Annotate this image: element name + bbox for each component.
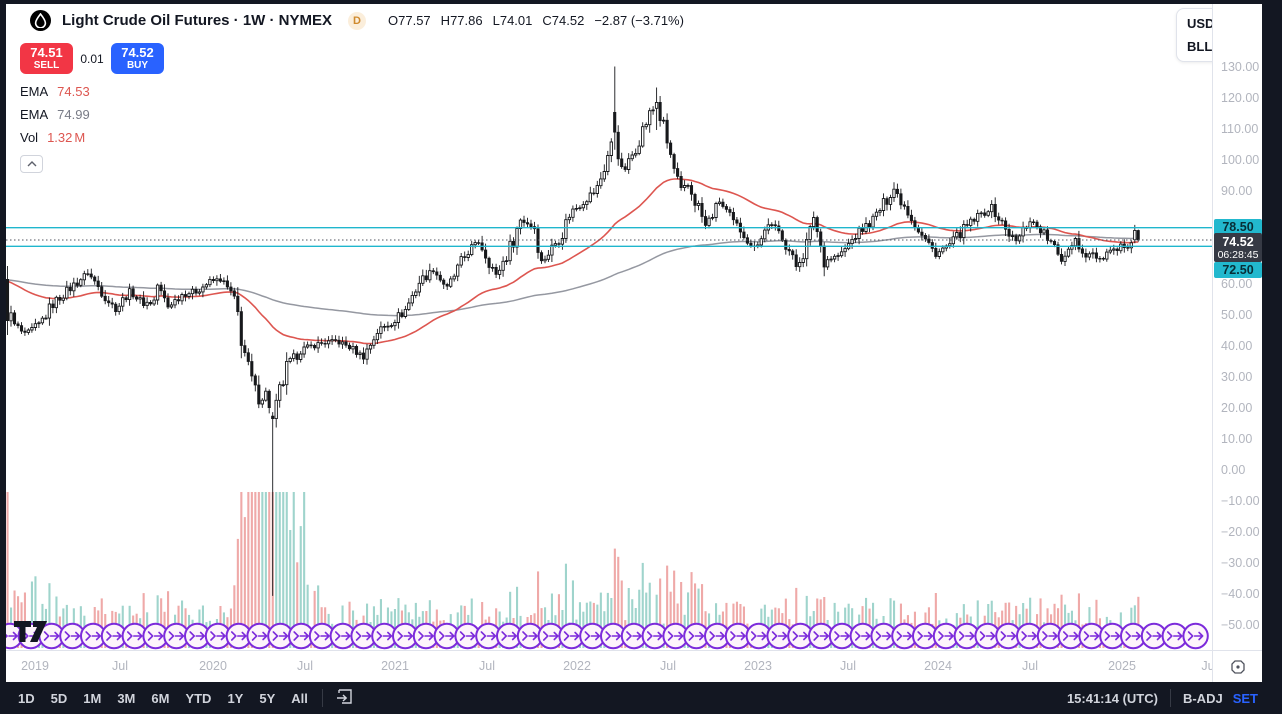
price-tick-label: 60.00	[1221, 277, 1253, 291]
horizontal-line-price-tag-upper: 78.50	[1214, 218, 1262, 235]
time-tick-label: Jul	[1022, 659, 1038, 673]
price-tick-label: 90.00	[1221, 184, 1253, 198]
sell-button[interactable]: 74.51 SELL	[20, 43, 73, 74]
time-tick-label: 2021	[381, 659, 409, 673]
bar-countdown: 06:28:45	[1217, 248, 1259, 261]
open-value: O77.57	[388, 13, 431, 28]
time-tick-label: Jul	[660, 659, 676, 673]
price-tick-label: 100.00	[1221, 153, 1260, 167]
time-tick-label: 2023	[744, 659, 772, 673]
clock[interactable]: 15:41:14 (UTC)	[1066, 690, 1158, 706]
range-buttons: 1D 5D 1M 3M 6M YTD 1Y 5Y All	[10, 687, 316, 710]
time-tick-label: Jul	[297, 659, 313, 673]
range-button-ytd[interactable]: YTD	[177, 687, 219, 710]
range-button-5d[interactable]: 5D	[43, 687, 76, 710]
data-mode-badge[interactable]: D	[348, 11, 366, 30]
range-button-5y[interactable]: 5Y	[251, 687, 283, 710]
range-button-1d[interactable]: 1D	[10, 687, 43, 710]
time-tick-label: 2020	[199, 659, 227, 673]
volume-value: 1.32 M	[47, 130, 86, 145]
price-tick-label: 20.00	[1221, 401, 1253, 415]
ema-fast-legend[interactable]: EMA 74.53	[20, 84, 90, 99]
price-tick-label: −10.00	[1221, 494, 1260, 508]
sell-price: 74.51	[30, 44, 63, 60]
crude-oil-symbol-logo-icon[interactable]	[30, 10, 51, 31]
price-tick-label: −40.00	[1221, 587, 1260, 601]
range-button-1y[interactable]: 1Y	[219, 687, 251, 710]
collapse-legend-button[interactable]	[20, 155, 43, 173]
scale-settings-icon	[1230, 659, 1245, 674]
spread-value: 0.01	[80, 51, 104, 66]
ema-slow-legend[interactable]: EMA 74.99	[20, 107, 90, 122]
time-tick-label: 2025	[1108, 659, 1136, 673]
price-tick-label: 30.00	[1221, 370, 1253, 384]
price-tick-label: −20.00	[1221, 525, 1260, 539]
current-price-tag: 74.52 06:28:45	[1214, 232, 1262, 262]
time-tick-label: 2022	[563, 659, 591, 673]
price-chart-canvas[interactable]	[6, 4, 1212, 650]
price-tick-label: 110.00	[1221, 122, 1259, 136]
price-tick-label: 0.00	[1221, 463, 1246, 477]
back-adjust-toggle[interactable]: B-ADJ	[1182, 690, 1223, 706]
chart-header: Light Crude Oil Futures · 1W · NYMEX D O…	[30, 10, 684, 31]
time-scale[interactable]: 2019 Jul 2020 Jul 2021 Jul 2022 Jul 2023 Jul 2024 J…	[6, 650, 1212, 682]
order-panel: 74.51 SELL 0.01 74.52 BUY	[20, 43, 164, 74]
toolbar-divider	[321, 689, 323, 707]
price-tick-label: −50.00	[1221, 618, 1260, 632]
price-scale[interactable]: 78.50 74.52 06:28:45 72.50 130.00 120.00 1…	[1212, 4, 1262, 650]
horizontal-line-price-tag-lower: 72.50	[1214, 262, 1262, 279]
tradingview-logo-icon[interactable]	[14, 621, 47, 642]
settlement-toggle[interactable]: SET	[1223, 687, 1268, 710]
volume-legend[interactable]: Vol 1.32 M	[20, 130, 86, 145]
range-button-6m[interactable]: 6M	[143, 687, 177, 710]
price-tick-label: 40.00	[1221, 339, 1253, 353]
range-button-3m[interactable]: 3M	[109, 687, 143, 710]
range-button-1m[interactable]: 1M	[75, 687, 109, 710]
price-tick-label: 10.00	[1221, 432, 1253, 446]
bottom-toolbar: 1D 5D 1M 3M 6M YTD 1Y 5Y All 15:41:14 (UTC) B-AD…	[0, 682, 1282, 714]
time-tick-label: Jul	[112, 659, 128, 673]
scale-settings-corner[interactable]	[1212, 650, 1262, 682]
time-tick-label: Jul	[479, 659, 495, 673]
buy-price: 74.52	[121, 44, 154, 60]
ema-slow-value: 74.99	[57, 107, 90, 122]
calendar-go-to-date-icon	[336, 689, 352, 704]
time-tick-label: 2019	[21, 659, 49, 673]
indicator-legend: EMA 74.53 EMA 74.99 Vol 1.32 M	[20, 80, 90, 173]
time-tick-label: 2024	[924, 659, 952, 673]
time-tick-label: Ju	[1201, 659, 1212, 673]
go-to-date-button[interactable]	[329, 685, 360, 711]
time-tick-label: Jul	[840, 659, 856, 673]
contract-rollover-markers[interactable]	[6, 622, 1209, 650]
ohlc-values: O77.57 H77.86 L74.01 C74.52 −2.87 (−3.71…	[388, 13, 684, 28]
low-value: L74.01	[492, 13, 533, 28]
price-tick-label: 50.00	[1221, 308, 1253, 322]
symbol-title[interactable]: Light Crude Oil Futures · 1W · NYMEX	[62, 12, 332, 29]
change-value: −2.87 (−3.71%)	[594, 13, 684, 28]
range-button-all[interactable]: All	[283, 687, 316, 710]
high-value: H77.86	[440, 13, 483, 28]
toolbar-divider	[1169, 689, 1171, 707]
ema-fast-value: 74.53	[57, 84, 90, 99]
price-tick-label: 130.00	[1221, 60, 1260, 74]
price-tick-label: 120.00	[1221, 91, 1260, 105]
close-value: C74.52	[542, 13, 585, 28]
price-tick-label: −30.00	[1221, 556, 1260, 570]
chart-panel: Light Crude Oil Futures · 1W · NYMEX D O…	[6, 4, 1262, 682]
toolbar-right: 15:41:14 (UTC) B-ADJ SET	[1067, 687, 1282, 710]
buy-button[interactable]: 74.52 BUY	[111, 43, 164, 74]
